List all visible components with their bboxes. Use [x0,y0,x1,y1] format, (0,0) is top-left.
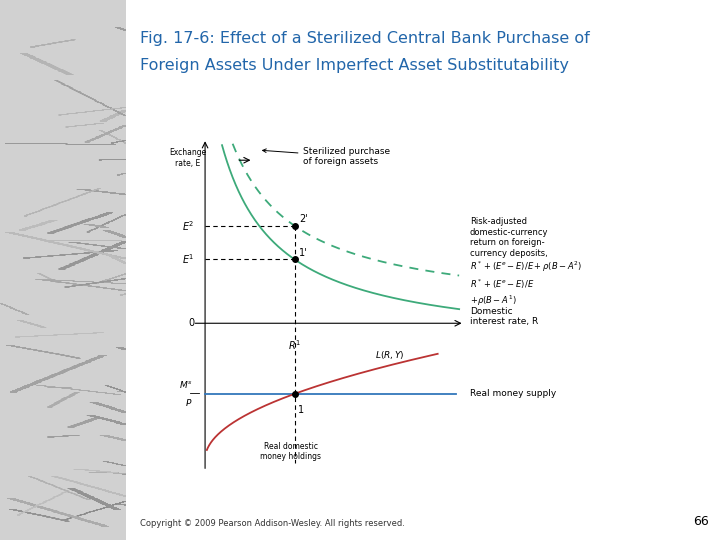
Text: 1: 1 [298,405,305,415]
Text: 2': 2' [299,214,307,224]
Text: Fig. 17-6: Effect of a Sterilized Central Bank Purchase of: Fig. 17-6: Effect of a Sterilized Centra… [140,31,590,46]
Text: Foreign Assets Under Imperfect Asset Substitutability: Foreign Assets Under Imperfect Asset Sub… [140,58,570,73]
Text: $R^* + (E^e - E)/E$
$+ \rho(B - A^1)$: $R^* + (E^e - E)/E$ $+ \rho(B - A^1)$ [470,278,534,308]
Text: Copyright © 2009 Pearson Addison-Wesley. All rights reserved.: Copyright © 2009 Pearson Addison-Wesley.… [140,519,405,528]
Text: 66: 66 [693,515,709,528]
FancyBboxPatch shape [126,0,720,540]
Text: Sterilized purchase
of foreign assets: Sterilized purchase of foreign assets [263,147,391,166]
Text: $P$: $P$ [185,397,192,408]
Text: 0: 0 [188,318,194,328]
Text: Real money supply: Real money supply [470,389,556,399]
Text: $M^s$: $M^s$ [179,379,192,390]
Text: 1': 1' [299,248,307,258]
Text: Risk-adjusted
domestic-currency
return on foreign-
currency deposits,
$R^* + (E^: Risk-adjusted domestic-currency return o… [470,218,582,274]
Text: $R^1$: $R^1$ [288,339,301,352]
Text: Domestic
interest rate, R: Domestic interest rate, R [470,307,538,326]
Text: Exchange
rate, E: Exchange rate, E [169,148,207,168]
Text: $L(R, Y)$: $L(R, Y)$ [375,349,405,361]
Text: $E^1$: $E^1$ [181,253,194,266]
Text: Real domestic
money holdings: Real domestic money holdings [261,442,321,461]
Text: $E^2$: $E^2$ [182,219,194,233]
